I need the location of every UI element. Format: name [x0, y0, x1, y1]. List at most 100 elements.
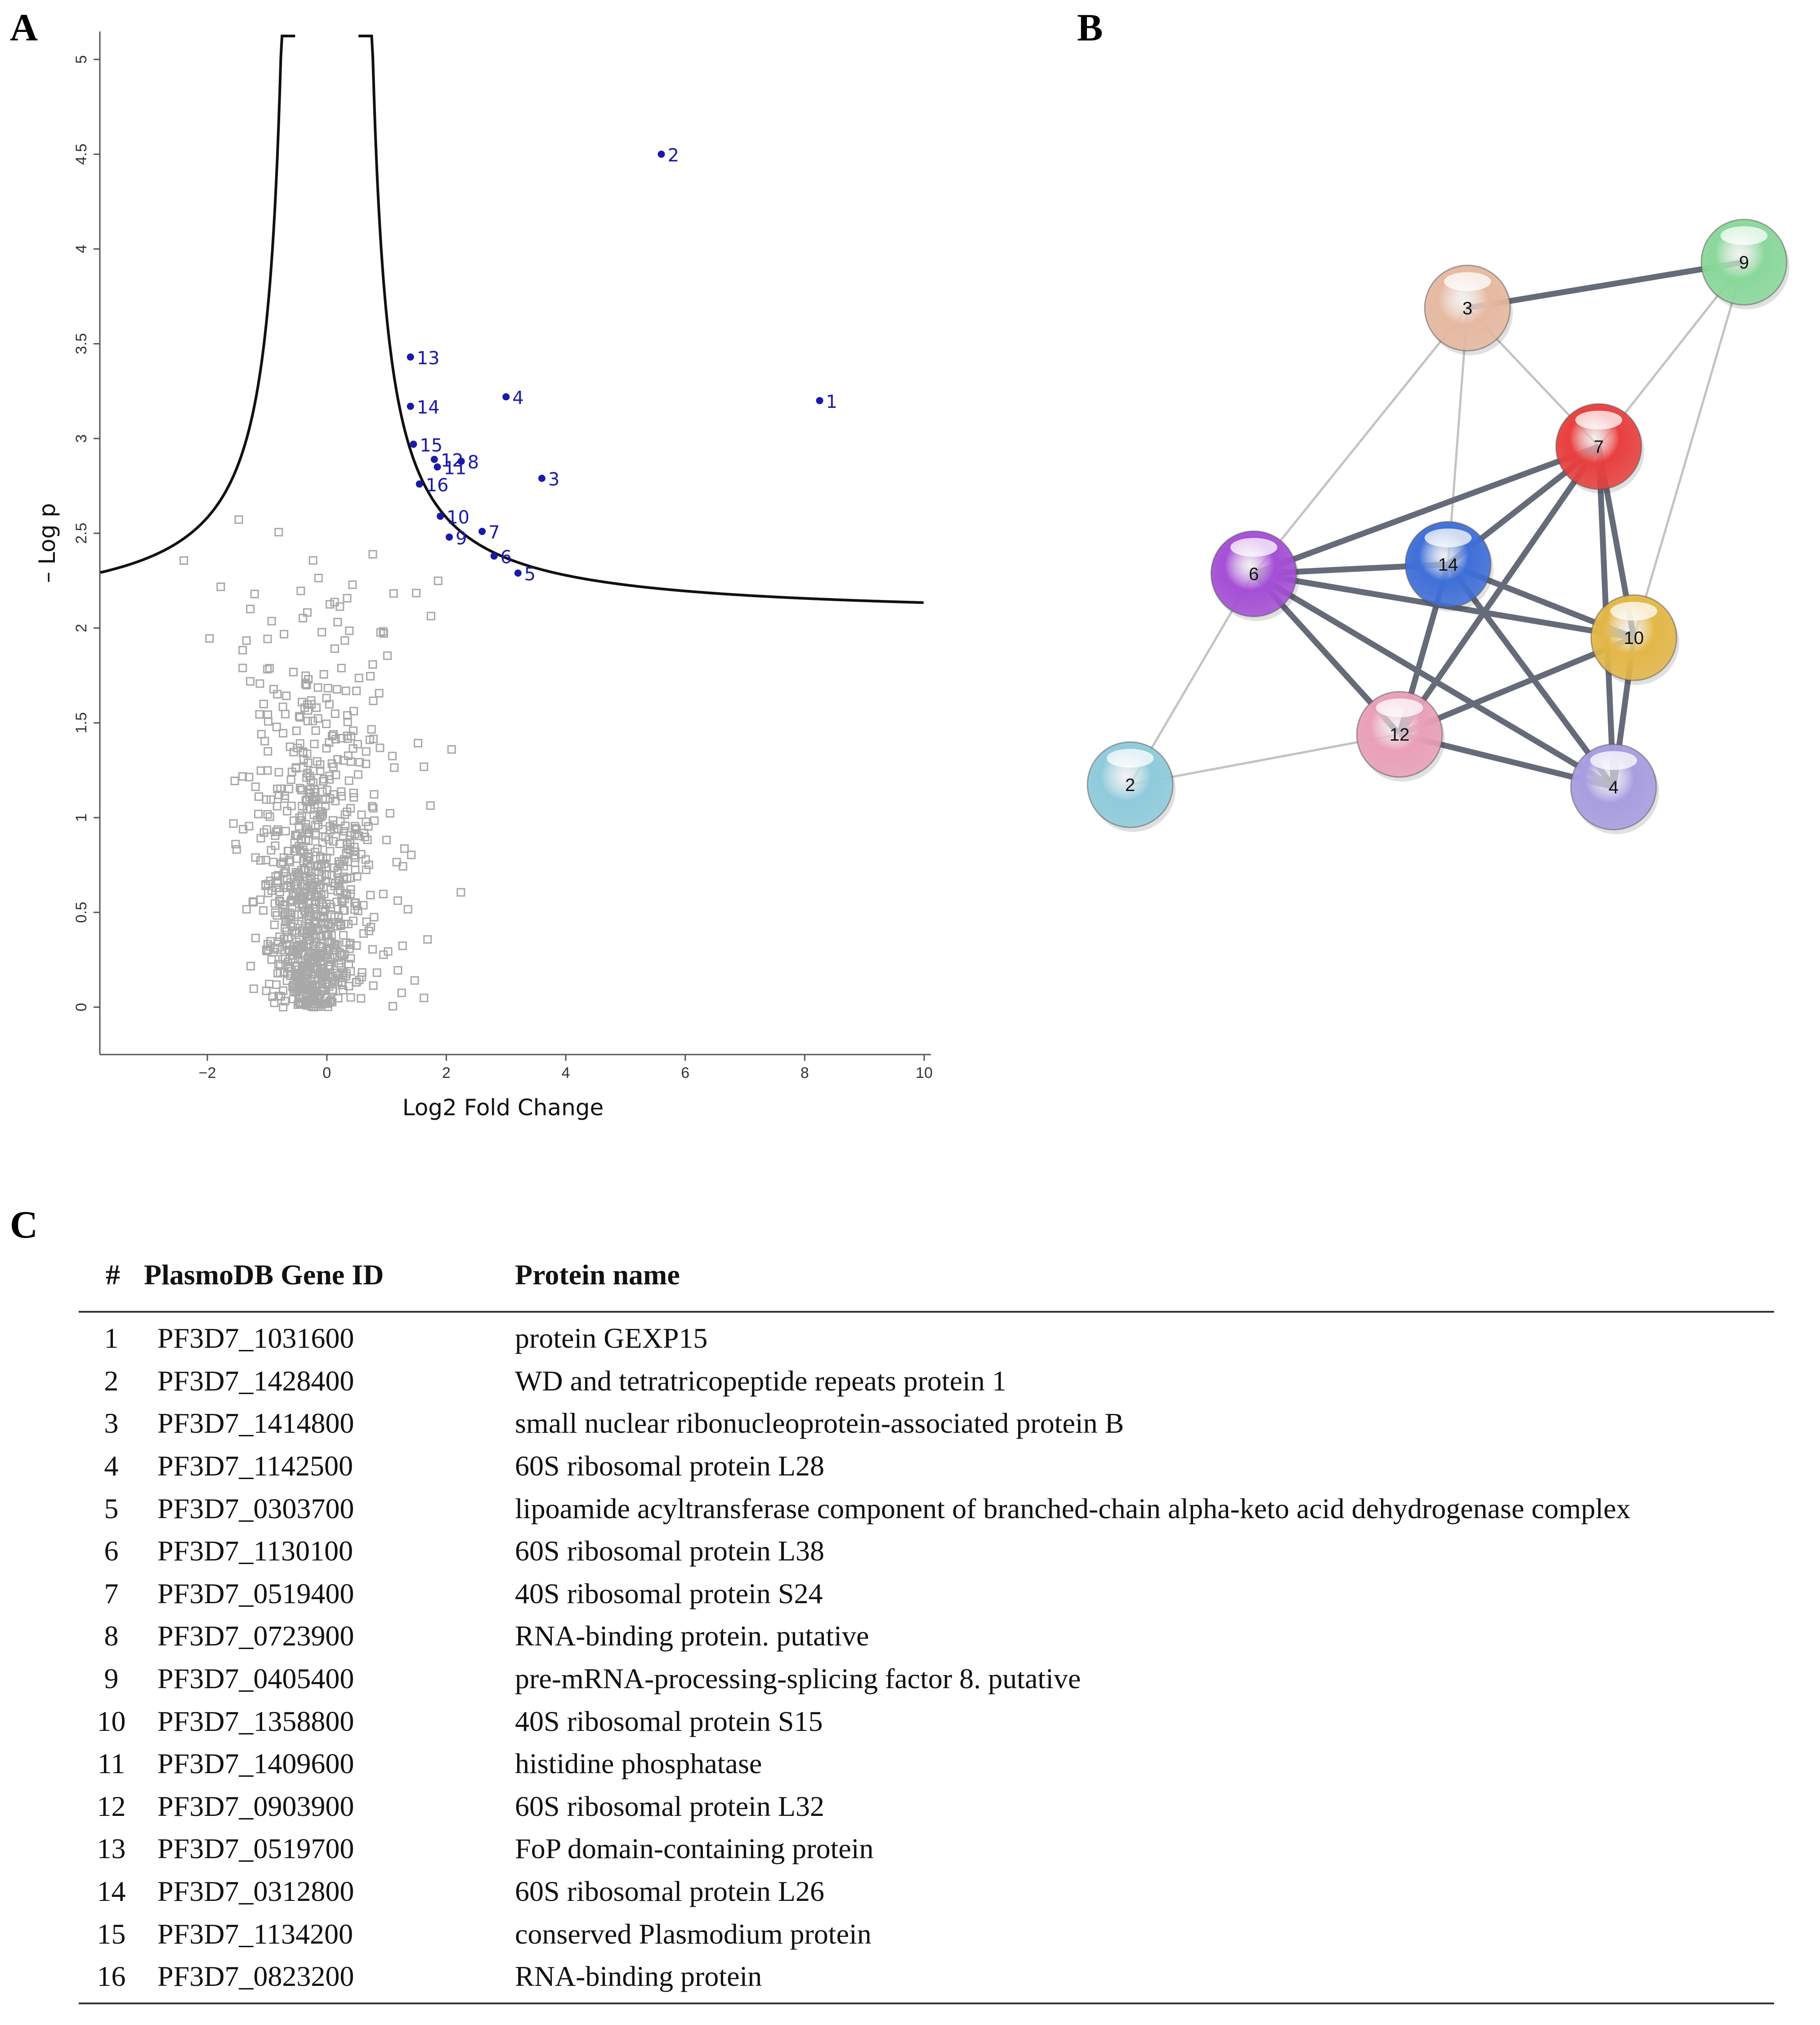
background-point: [339, 931, 348, 940]
background-point: [327, 871, 336, 880]
significant-point-label: 6: [501, 547, 512, 568]
background-point: [279, 1003, 288, 1012]
background-point: [299, 903, 308, 912]
row-number: 11: [97, 1748, 125, 1780]
background-point: [298, 697, 306, 706]
row-number: 6: [104, 1535, 119, 1567]
network-node-highlight: [1444, 272, 1491, 291]
background-point: [349, 744, 358, 753]
background-point: [242, 636, 251, 645]
network-node-label: 2: [1125, 775, 1135, 795]
panel-label-c: C: [10, 1203, 38, 1246]
significant-point: [407, 402, 414, 410]
background-point: [306, 789, 315, 798]
x-tick-label: 6: [681, 1064, 689, 1082]
background-point: [362, 747, 371, 756]
significant-point-label: 9: [456, 528, 467, 549]
background-point: [331, 709, 340, 718]
background-point: [420, 993, 429, 1002]
background-point: [330, 644, 339, 653]
background-point: [361, 832, 370, 841]
background-point: [364, 926, 373, 935]
background-point: [318, 970, 327, 979]
background-point: [303, 716, 312, 725]
significant-point: [657, 150, 665, 158]
network-node-label: 7: [1594, 437, 1604, 457]
background-point: [447, 745, 456, 754]
x-tick-label: 2: [442, 1064, 451, 1082]
background-point: [388, 751, 397, 760]
background-point: [375, 688, 384, 697]
background-point: [400, 844, 409, 853]
row-gene-id: PF3D7_1142500: [157, 1450, 353, 1482]
network-edge: [1445, 563, 1616, 789]
background-point: [307, 862, 316, 871]
background-point: [329, 973, 338, 982]
row-protein-name: 60S ribosomal protein L28: [515, 1450, 824, 1482]
network-node: [1424, 264, 1511, 352]
background-point: [456, 888, 465, 897]
x-tick-label: 0: [322, 1064, 331, 1082]
background-point: [293, 920, 302, 929]
background-point: [321, 918, 330, 927]
network-node-label: 4: [1609, 778, 1619, 797]
background-point: [383, 651, 392, 660]
background-point: [309, 778, 317, 787]
y-tick-label: 2: [73, 624, 90, 632]
network-node-highlight: [1424, 528, 1472, 547]
background-point: [238, 772, 247, 781]
row-gene-id: PF3D7_1414800: [157, 1407, 354, 1439]
background-point: [398, 862, 407, 871]
background-point: [318, 838, 327, 847]
background-point: [340, 950, 349, 959]
background-point: [389, 1002, 397, 1010]
table-row: 4 PF3D7_1142500 60S ribosomal protein L28: [79, 1445, 1774, 1488]
background-point: [325, 700, 334, 709]
background-point: [362, 818, 371, 826]
row-number: 7: [104, 1577, 119, 1609]
background-point: [344, 776, 353, 785]
network-node-label: 6: [1249, 564, 1259, 584]
background-point: [329, 987, 338, 996]
background-point: [245, 773, 254, 782]
background-point: [355, 975, 364, 984]
network-node-highlight: [1575, 411, 1623, 429]
background-point: [339, 973, 348, 982]
background-point: [282, 691, 291, 700]
background-point: [289, 955, 298, 964]
background-point: [278, 943, 287, 952]
interaction-network: 3 9 7 6 14 10 12 2 4: [1087, 219, 1789, 834]
background-point: [303, 829, 312, 838]
y-tick-label: 4.5: [73, 143, 90, 165]
significant-point: [502, 393, 510, 401]
background-point: [308, 997, 317, 1006]
row-gene-id: PF3D7_0519400: [157, 1577, 354, 1609]
background-point: [349, 726, 358, 735]
background-point: [344, 920, 353, 929]
background-point: [281, 997, 290, 1006]
background-point: [265, 812, 274, 821]
significant-point-label: 10: [447, 507, 470, 528]
background-point: [306, 776, 315, 785]
background-point: [326, 847, 335, 856]
background-point: [268, 992, 277, 1001]
row-number: 5: [104, 1492, 119, 1524]
row-gene-id: PF3D7_1134200: [157, 1918, 353, 1950]
background-point: [271, 872, 280, 881]
background-point: [368, 802, 377, 811]
background-point: [353, 872, 362, 881]
background-point: [313, 714, 322, 723]
background-point: [380, 629, 388, 638]
background-point: [274, 768, 283, 777]
background-point: [372, 968, 381, 977]
background-point: [295, 713, 304, 722]
network-node: [1087, 741, 1174, 828]
background-point: [290, 928, 299, 937]
background-point: [379, 890, 388, 899]
background-point: [352, 941, 361, 950]
significant-point-label: 2: [668, 145, 679, 166]
background-point: [311, 831, 320, 840]
background-point: [284, 962, 293, 971]
background-point: [354, 674, 363, 683]
network-node: [1570, 743, 1657, 831]
